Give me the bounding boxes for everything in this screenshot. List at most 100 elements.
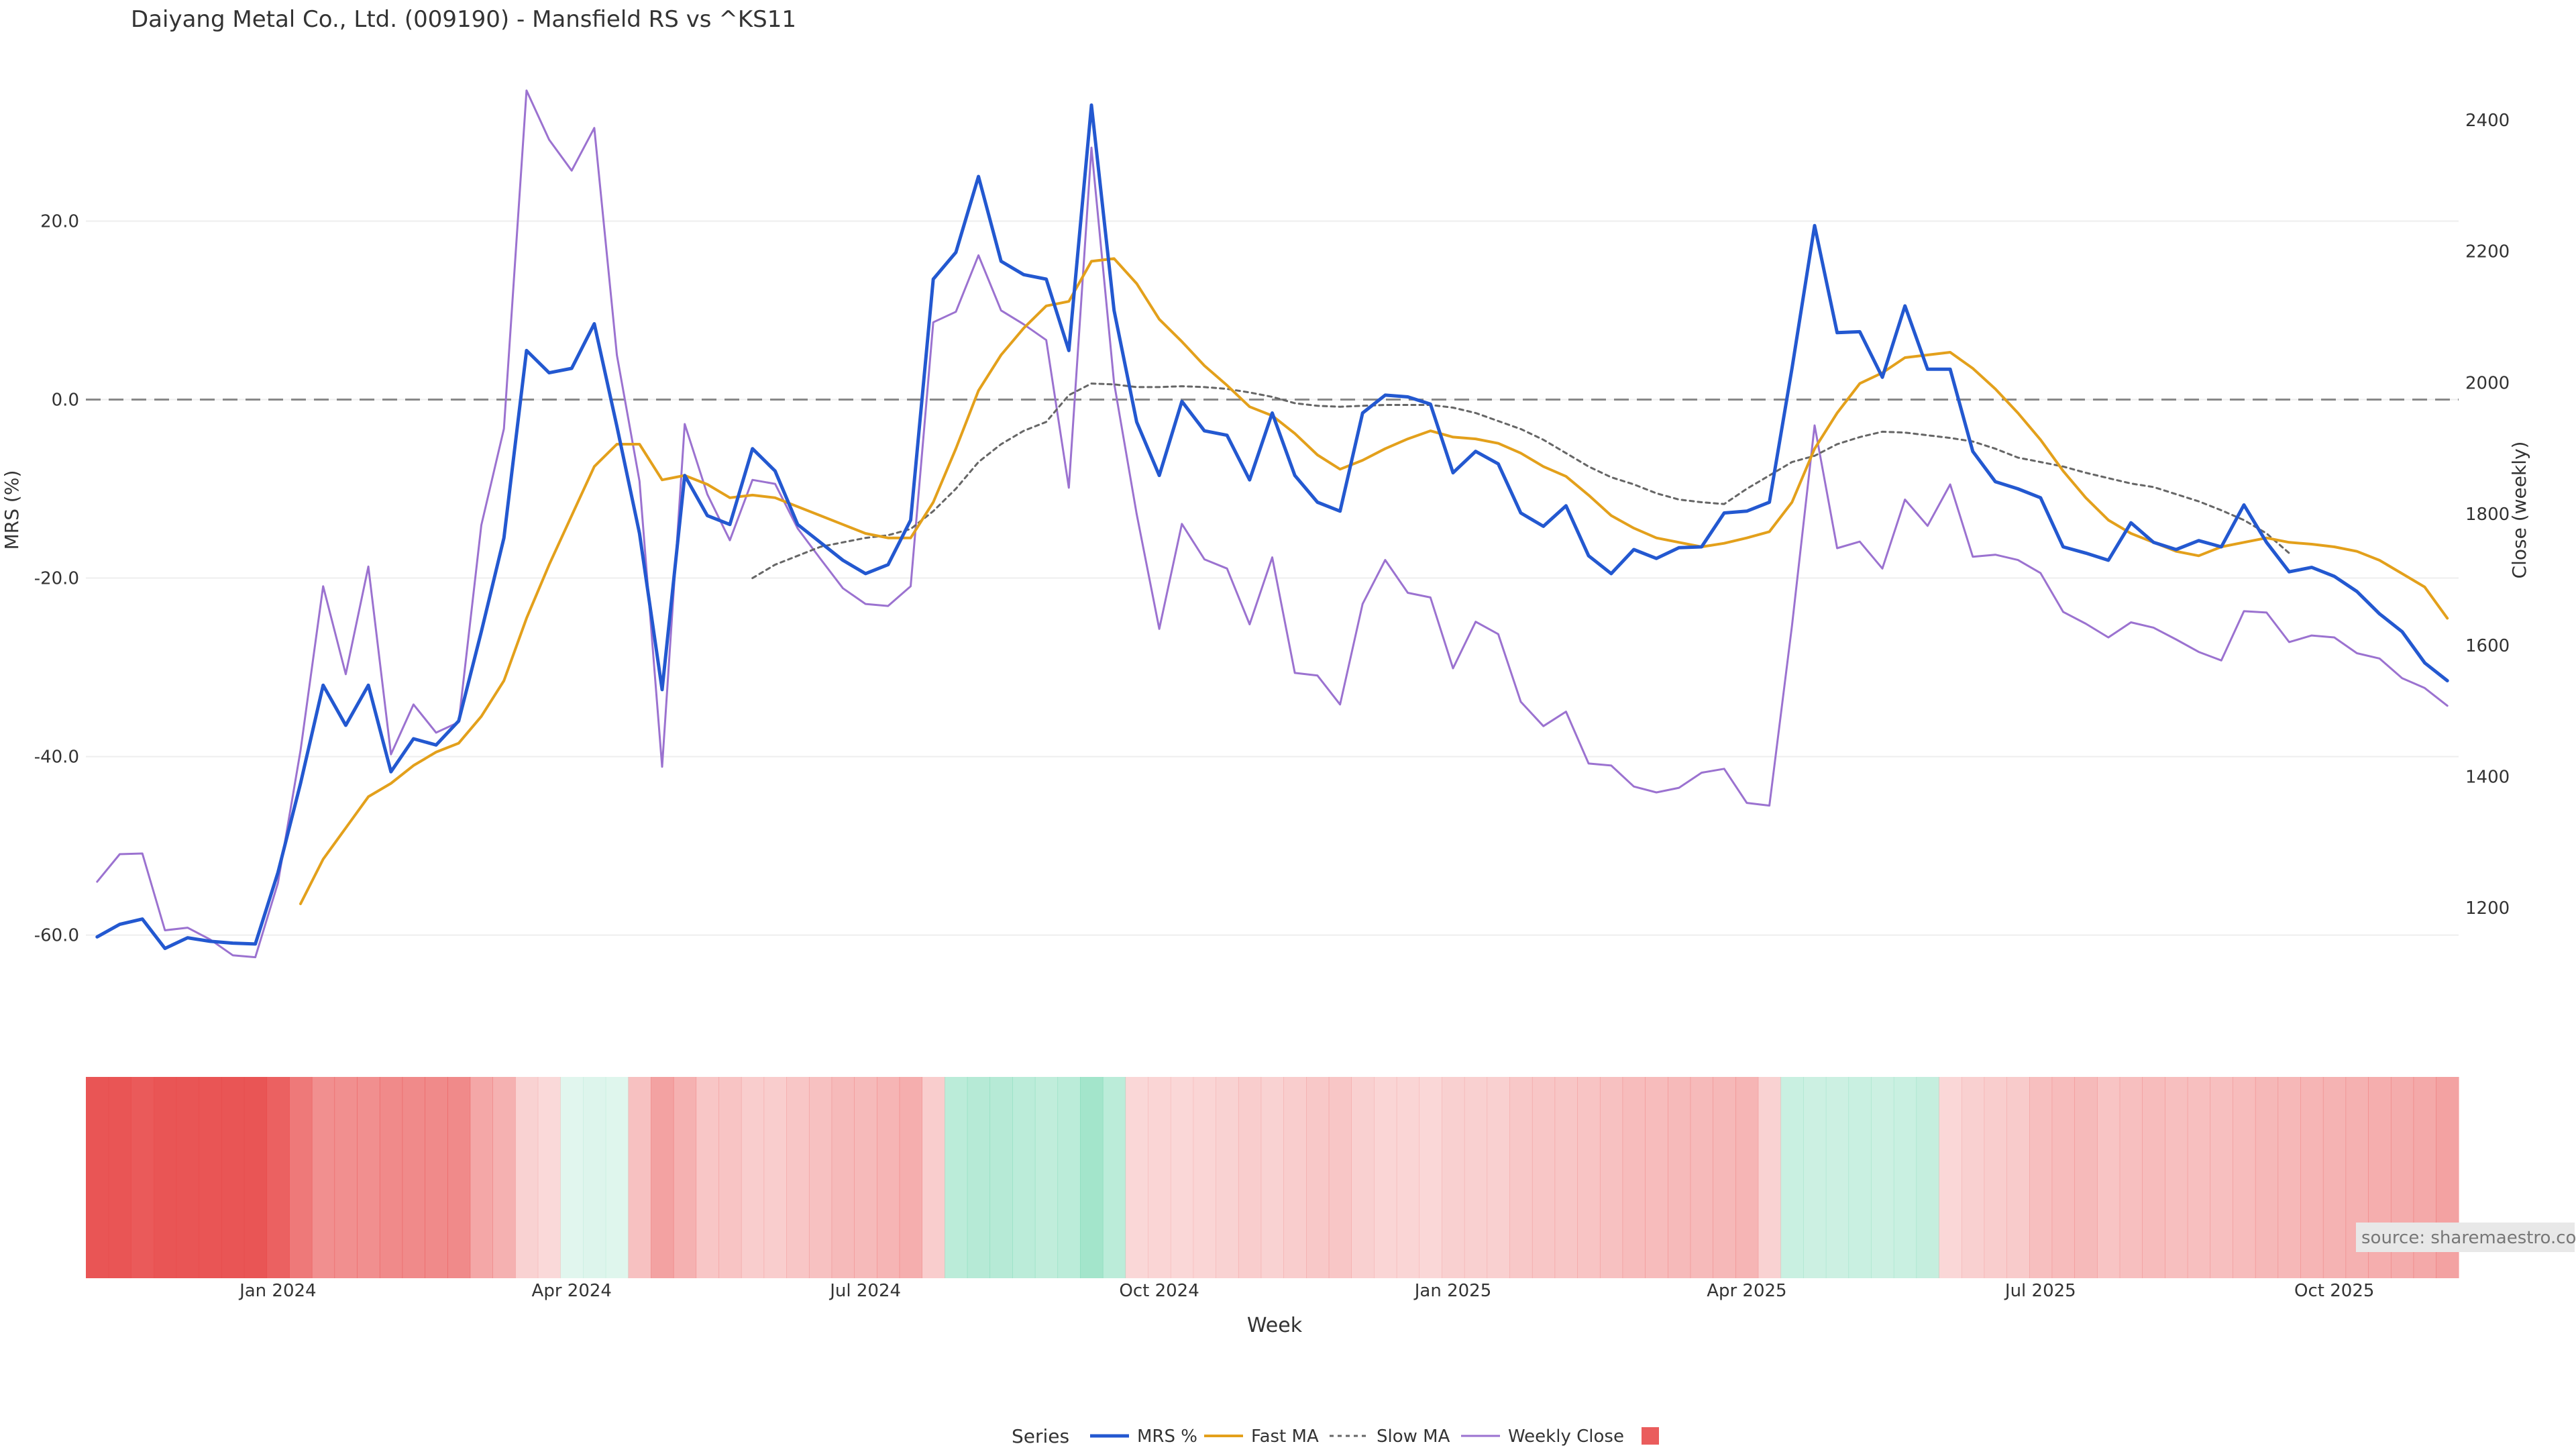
heat-strip-cell <box>1238 1077 1262 1278</box>
y-axis-left-label: MRS (%) <box>1 470 23 550</box>
heat-strip-cell <box>1825 1077 1849 1278</box>
heat-strip-cell <box>1306 1077 1330 1278</box>
heat-strip-cell <box>2322 1077 2347 1278</box>
y-left-tick-label: 20.0 <box>40 212 79 232</box>
legend-title: Series <box>1012 1425 1069 1447</box>
heat-strip-cell <box>1780 1077 1804 1278</box>
heat-strip-cell <box>1758 1077 1782 1278</box>
heat-strip-cell <box>537 1077 561 1278</box>
heat-strip-cell <box>1464 1077 1488 1278</box>
heat-strip-cell <box>651 1077 674 1278</box>
heat-strip-cell <box>2300 1077 2324 1278</box>
heat-strip-cell <box>1374 1077 1397 1278</box>
chart-title: Daiyang Metal Co., Ltd. (009190) - Mansf… <box>131 6 796 33</box>
heat-strip-cell <box>583 1077 606 1278</box>
heat-strip-cell <box>86 1077 109 1278</box>
y-left-tick-label: -60.0 <box>34 926 79 946</box>
heat-strip-cell <box>922 1077 945 1278</box>
heat-strip-cell <box>718 1077 742 1278</box>
y-left-tick-label: -40.0 <box>34 747 79 768</box>
heat-strip-cell <box>447 1077 471 1278</box>
heat-strip-cell <box>379 1077 403 1278</box>
heat-strip-cell <box>1893 1077 1917 1278</box>
x-axis-label: Week <box>1247 1314 1303 1337</box>
heat-strip-cell <box>967 1077 991 1278</box>
heat-strip-cell <box>1713 1077 1736 1278</box>
heat-strip-cell <box>1125 1077 1148 1278</box>
heat-strip-cell <box>1803 1077 1827 1278</box>
heat-strip-cell <box>696 1077 719 1278</box>
y-right-tick-label: 2400 <box>2465 111 2510 131</box>
heat-strip-cell <box>2029 1077 2053 1278</box>
y-left-tick-label: -20.0 <box>34 569 79 589</box>
x-tick-label: Oct 2025 <box>2294 1281 2374 1301</box>
heat-strip-cell <box>1216 1077 1239 1278</box>
heat-strip-cell <box>1396 1077 1420 1278</box>
heat-strip-cell <box>1148 1077 1171 1278</box>
x-tick-label: Jul 2025 <box>2004 1281 2076 1301</box>
heat-strip-cell <box>311 1077 335 1278</box>
heat-strip-cell <box>1012 1077 1036 1278</box>
heat-strip-cell <box>492 1077 516 1278</box>
y-left-tick-label: 0.0 <box>52 391 79 411</box>
heat-strip-cell <box>831 1077 855 1278</box>
heat-strip-cell <box>808 1077 833 1278</box>
heat-strip-cell <box>1509 1077 1533 1278</box>
heat-strip-cell <box>470 1077 493 1278</box>
heat-strip-cell <box>1283 1077 1307 1278</box>
heat-strip-cell <box>1848 1077 1872 1278</box>
heat-strip-cell <box>1034 1077 1059 1278</box>
heat-strip-cell <box>244 1077 268 1278</box>
heat-strip-cell <box>2255 1077 2279 1278</box>
heat-strip-cell <box>131 1077 154 1278</box>
heat-strip-cell <box>854 1077 877 1278</box>
y-right-tick-label: 1600 <box>2465 636 2510 656</box>
heat-strip-cell <box>1193 1077 1216 1278</box>
heat-strip-cell <box>2277 1077 2301 1278</box>
heat-strip-cell <box>2006 1077 2030 1278</box>
heat-strip-cell <box>945 1077 968 1278</box>
heat-strip-cell <box>1645 1077 1668 1278</box>
heat-strip-cell <box>1622 1077 1646 1278</box>
heat-strip-cell <box>673 1077 697 1278</box>
fast-ma-line <box>299 257 2449 905</box>
y-axis-right-label: Close (weekly) <box>2508 442 2530 579</box>
y-right-tick-label: 2000 <box>2465 373 2510 393</box>
heat-strip-cell <box>560 1077 584 1278</box>
series-layer <box>95 89 2449 959</box>
heat-strip-cell <box>199 1077 222 1278</box>
heat-strip-cell <box>877 1077 900 1278</box>
heat-strip-cell <box>1442 1077 1465 1278</box>
heat-strip-cell <box>628 1077 651 1278</box>
heat-strip-cell <box>1554 1077 1578 1278</box>
heat-strip-cell <box>1577 1077 1601 1278</box>
heat-strip-cell <box>1532 1077 1556 1278</box>
heat-strip-cell <box>1080 1077 1104 1278</box>
heat-strip-cell <box>989 1077 1013 1278</box>
heat-strip-cell <box>763 1077 787 1278</box>
heat-strip-legend-swatch <box>1642 1427 1659 1445</box>
x-tick-label: Jan 2024 <box>238 1281 317 1301</box>
y-right-tick-label: 1800 <box>2465 505 2510 525</box>
y-right-tick-label: 1200 <box>2465 898 2510 919</box>
heat-strip-cell <box>334 1077 358 1278</box>
heat-strip-cell <box>289 1077 313 1278</box>
axes-layer: 20.0 0.0 -20.0 -40.0 -60.0 2400 2200 2000 1800 16… <box>34 111 2510 1301</box>
grid-layer <box>86 220 2459 936</box>
heat-strip-cell <box>741 1077 765 1278</box>
mrs-line <box>95 103 2449 950</box>
heat-strip-cell <box>1351 1077 1375 1278</box>
heat-strip-cell <box>2074 1077 2098 1278</box>
heat-strip-cell <box>1170 1077 1194 1278</box>
heat-strip-cell <box>1328 1077 1352 1278</box>
heat-strip-cell <box>402 1077 425 1278</box>
y-right-tick-label: 1400 <box>2465 768 2510 788</box>
heat-strip-cell <box>899 1077 922 1278</box>
x-tick-label: Apr 2025 <box>1707 1281 1786 1301</box>
heat-strip-cell <box>1057 1077 1081 1278</box>
heat-strip-cell <box>1487 1077 1510 1278</box>
heat-strip-cell <box>108 1077 131 1278</box>
heat-strip-cell <box>176 1077 200 1278</box>
heat-strip-cell <box>2210 1077 2233 1278</box>
